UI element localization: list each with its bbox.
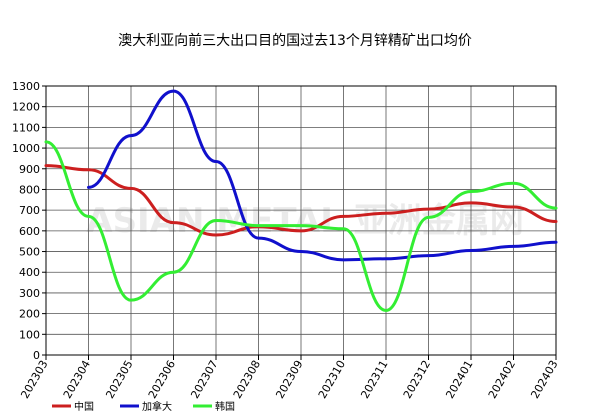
y-tick-label: 900	[19, 163, 40, 176]
x-tick-label: 202303	[18, 358, 50, 401]
watermark-text: ASIAN METAL 亚洲金属网	[86, 201, 523, 241]
series-line-3	[44, 140, 558, 313]
legend-label: 中国	[74, 400, 94, 413]
chart-title: 澳大利亚向前三大出口目的国过去13个月锌精矿出口均价	[118, 32, 472, 49]
series	[44, 89, 558, 313]
x-tick-label: 202307	[188, 358, 220, 401]
y-tick-label: 400	[19, 266, 40, 279]
x-tick-label: 202311	[358, 358, 390, 401]
y-tick-label: 700	[19, 204, 40, 217]
y-tick-label: 1300	[12, 80, 40, 93]
y-tick-label: 1200	[12, 101, 40, 114]
y-tick-label: 200	[19, 308, 40, 321]
x-tick-label: 202308	[231, 358, 263, 401]
series-line-2	[87, 89, 558, 262]
x-tick-label: 202306	[146, 358, 178, 401]
y-tick-label: 1000	[12, 142, 40, 155]
legend-label: 加拿大	[142, 400, 172, 413]
x-tick-label: 202310	[316, 358, 348, 401]
y-tick-label: 0	[33, 349, 40, 362]
y-tick-label: 500	[19, 246, 40, 259]
x-tick-label: 202402	[486, 358, 518, 401]
legend-label: 韩国	[215, 400, 235, 413]
y-tick-label: 800	[19, 183, 40, 196]
y-tick-label: 600	[19, 225, 40, 238]
y-tick-label: 300	[19, 287, 40, 300]
x-tick-label: 202304	[61, 358, 93, 401]
legend: 中国 加拿大 韩国	[52, 400, 235, 413]
y-tick-label: 1100	[12, 121, 40, 134]
x-tick-label: 202312	[401, 358, 433, 401]
watermark: ASIAN METAL 亚洲金属网	[86, 201, 523, 241]
x-tick-label: 202401	[443, 358, 475, 401]
series-line-1	[44, 164, 558, 237]
y-tick-label: 100	[19, 328, 40, 341]
x-tick-label: 202305	[103, 358, 135, 401]
x-tick-label: 202403	[528, 358, 560, 401]
x-tick-label: 202309	[273, 358, 305, 401]
